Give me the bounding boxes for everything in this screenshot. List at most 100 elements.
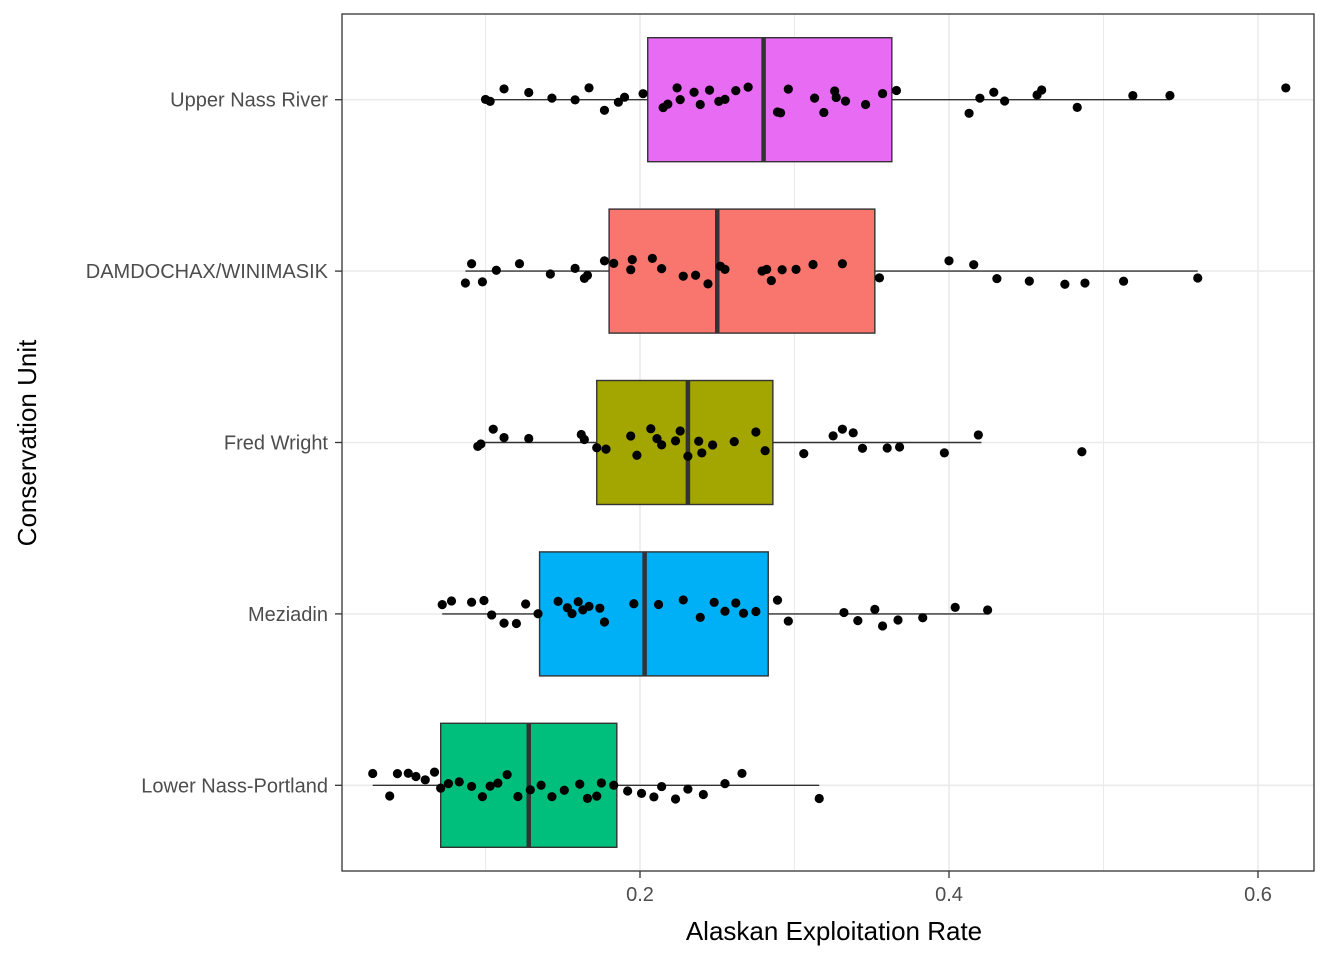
data-point: [570, 263, 580, 273]
data-point: [646, 424, 656, 434]
data-point: [814, 793, 824, 804]
data-point: [870, 604, 880, 614]
data-point: [939, 448, 949, 458]
data-point: [479, 595, 489, 606]
data-point: [683, 451, 693, 461]
data-point: [775, 108, 786, 118]
data-point: [691, 270, 701, 280]
data-point: [638, 89, 648, 99]
data-point: [533, 609, 543, 619]
data-point: [663, 99, 673, 109]
data-point: [731, 86, 741, 96]
data-point: [437, 600, 447, 610]
data-point: [582, 793, 593, 803]
data-point: [837, 424, 847, 434]
data-point: [743, 82, 753, 92]
data-point: [964, 108, 974, 118]
y-tick-label: Lower Nass-Portland: [141, 775, 328, 797]
data-point: [392, 769, 403, 779]
data-point: [1080, 278, 1090, 288]
data-point: [657, 781, 667, 792]
data-point: [499, 432, 509, 443]
data-point: [694, 436, 704, 446]
data-point: [521, 599, 531, 609]
data-point: [831, 92, 841, 103]
data-point: [704, 85, 715, 95]
data-point: [766, 275, 776, 286]
data-point: [848, 428, 858, 438]
data-point: [670, 436, 681, 446]
data-point: [368, 768, 378, 779]
data-point: [599, 256, 610, 266]
data-point: [476, 439, 486, 449]
data-point: [454, 777, 464, 787]
data-point: [429, 767, 440, 777]
box-layer: [372, 37, 1198, 848]
data-point: [466, 781, 477, 792]
data-point: [567, 608, 577, 619]
data-point: [989, 87, 999, 97]
data-point: [840, 96, 851, 106]
data-point: [1193, 273, 1203, 283]
data-point: [609, 780, 619, 790]
data-point: [609, 258, 619, 268]
x-tick-label: 0.4: [935, 884, 963, 906]
data-point: [514, 259, 525, 269]
data-point: [791, 264, 801, 275]
data-point: [653, 599, 664, 610]
data-point: [708, 440, 718, 450]
data-point: [1281, 83, 1291, 93]
data-point: [973, 430, 983, 440]
data-point: [891, 85, 902, 96]
data-point: [420, 775, 430, 785]
data-point: [626, 431, 636, 441]
data-point: [629, 599, 639, 609]
data-point: [894, 442, 905, 452]
data-point: [877, 88, 888, 99]
data-point: [466, 597, 477, 607]
data-point: [737, 768, 747, 779]
data-point: [592, 791, 602, 801]
data-point: [698, 789, 708, 800]
y-axis-ticks: Upper Nass River DAMDOCHAX/WINIMASIK Fred …: [86, 90, 342, 797]
data-point: [695, 612, 705, 622]
data-point: [828, 431, 838, 441]
data-point: [436, 783, 446, 793]
data-point: [839, 607, 849, 618]
data-point: [596, 778, 606, 788]
data-point: [411, 771, 421, 782]
data-point: [599, 617, 610, 627]
data-point: [547, 792, 557, 802]
box: [538, 551, 769, 677]
data-point: [487, 610, 497, 620]
data-point: [632, 450, 642, 460]
data-point: [592, 443, 602, 453]
data-point: [860, 99, 871, 110]
data-point: [689, 87, 699, 97]
data-point: [683, 784, 693, 794]
x-axis-title: Alaskan Exploitation Rate: [686, 916, 982, 946]
data-point: [738, 608, 749, 618]
data-point: [485, 781, 495, 791]
data-point: [720, 606, 730, 616]
data-point: [695, 99, 705, 110]
data-point: [491, 265, 501, 275]
data-point: [670, 794, 681, 804]
data-point: [675, 95, 685, 105]
data-point: [751, 606, 761, 617]
data-point: [760, 446, 770, 456]
data-point: [657, 440, 667, 450]
data-point: [477, 277, 488, 287]
data-point: [697, 448, 707, 458]
data-point: [1060, 279, 1070, 289]
y-tick-label: Meziadin: [248, 604, 328, 626]
data-point: [403, 768, 413, 778]
data-point: [570, 95, 580, 105]
data-point: [882, 443, 892, 453]
data-point: [1118, 276, 1129, 286]
data-point: [678, 271, 688, 281]
data-point: [709, 597, 719, 607]
data-point: [547, 93, 557, 103]
data-point: [485, 96, 495, 107]
